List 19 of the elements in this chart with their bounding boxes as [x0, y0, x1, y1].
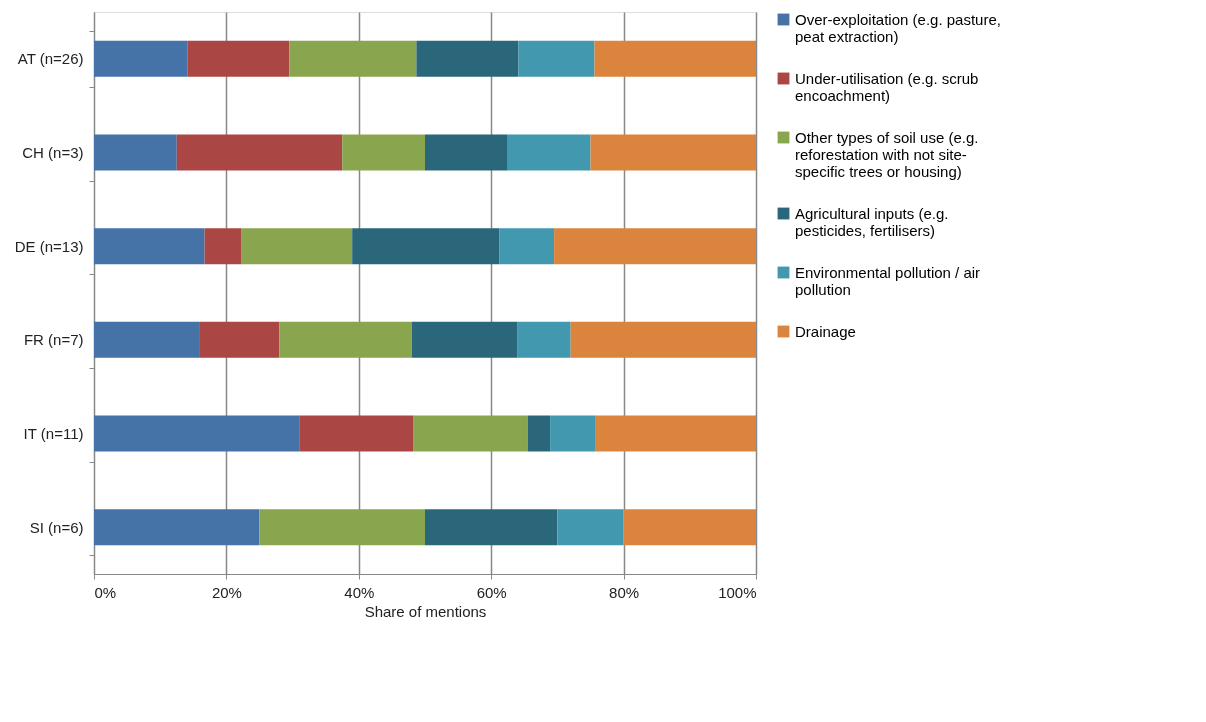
x-tick-label: 80%: [609, 583, 640, 601]
y-tick-label: SI (n=6): [29, 518, 84, 536]
legend-label: Environmental pollution / air pollution: [795, 263, 981, 298]
legend-label: Under-utilisation (e.g. scrub encoachment): [795, 69, 979, 104]
x-tick-label: 100%: [718, 583, 757, 601]
y-tick-label: DE (n=13): [14, 237, 84, 255]
legend-label: Drainage: [795, 322, 856, 340]
y-tick-label: IT (n=11): [23, 425, 84, 442]
x-axis-title: Share of mentions: [364, 602, 487, 620]
legend-label: Over-exploitation (e.g. pasture, peat extraction): [795, 10, 1001, 45]
x-tick-label: 60%: [476, 583, 507, 601]
y-tick-label: AT (n=26): [17, 50, 84, 68]
x-tick-label: 20%: [211, 583, 242, 601]
x-tick-label: 0%: [94, 583, 117, 601]
y-tick-label: CH (n=3): [22, 144, 84, 161]
legend-label: Other types of soil use (e.g. reforestation with not site-specific trees or housing): [795, 128, 979, 180]
x-tick-label: 40%: [344, 583, 375, 601]
legend-label: Agricultural inputs (e.g. pesticides, fertilisers): [795, 204, 949, 239]
y-tick-label: FR (n=7): [23, 331, 84, 349]
